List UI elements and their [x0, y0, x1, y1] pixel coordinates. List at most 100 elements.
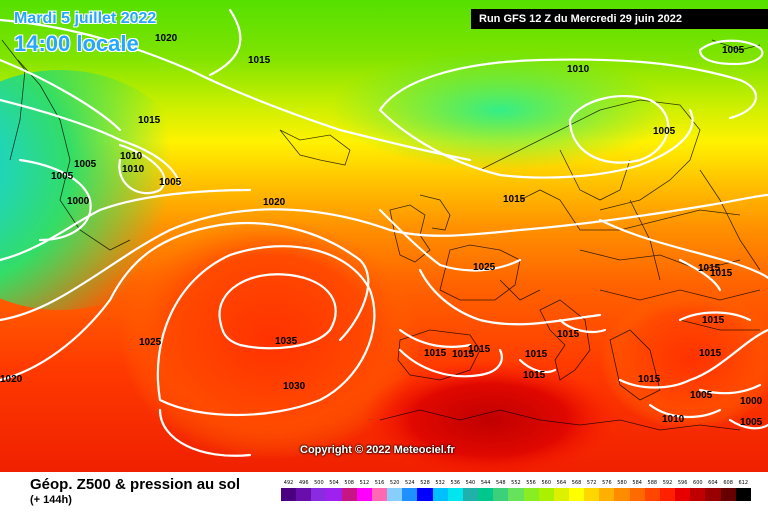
isobar-label: 1025	[473, 262, 496, 273]
scale-label: 580	[617, 480, 627, 486]
scale-label: 584	[632, 480, 642, 486]
scale-label: 608	[723, 480, 733, 486]
scale-swatch	[493, 488, 509, 501]
scale-swatch	[326, 488, 342, 501]
color-scale-bar	[281, 488, 751, 501]
isobar-label: 1015	[710, 268, 733, 279]
scale-label: 500	[314, 480, 324, 486]
scale-label: 492	[283, 480, 294, 486]
scale-swatch	[690, 488, 706, 501]
isobar-label: 1015	[138, 115, 161, 126]
isobar-label: 1015	[523, 370, 546, 381]
map-footer: Géop. Z500 & pression au sol (+ 144h) 49…	[0, 472, 768, 512]
isobar-labels: 1020 1015 1010 1005 1005 1015 1010 1010 …	[0, 33, 763, 428]
scale-label: 576	[602, 480, 612, 486]
scale-swatch	[462, 488, 479, 501]
scale-swatch	[311, 488, 327, 501]
scale-label: 508	[344, 480, 354, 486]
map-title: Géop. Z500 & pression au sol	[30, 476, 241, 493]
model-run-banner: Run GFS 12 Z du Mercredi 29 juin 2022	[471, 9, 768, 29]
scale-label: 516	[374, 480, 385, 486]
scale-label: 512	[359, 480, 370, 486]
geopotential-map: 1020 1015 1010 1005 1005 1015 1010 1010 …	[0, 0, 768, 472]
scale-swatch	[417, 488, 433, 501]
isobar-label: 1015	[638, 374, 661, 385]
isobar-label: 1015	[525, 349, 548, 360]
isobar-label: 1015	[452, 349, 475, 360]
isobar-label: 1005	[740, 417, 763, 428]
scale-label: 572	[586, 480, 597, 486]
scale-swatch	[387, 488, 403, 501]
isobar-label: 1010	[662, 414, 685, 425]
isobar-label: 1015	[702, 315, 725, 326]
scale-swatch	[538, 488, 554, 501]
north-sea-area	[330, 50, 670, 170]
scale-swatch	[720, 488, 736, 501]
scale-swatch	[735, 488, 751, 501]
scale-swatch	[341, 488, 357, 501]
scale-label: 604	[708, 480, 718, 486]
scale-swatch	[659, 488, 676, 501]
scale-swatch	[371, 488, 388, 501]
color-scale-labels: 492 496 500 504 508 512 516 520 524 528 532 536 540 5…	[281, 478, 751, 488]
balkans-heat	[600, 290, 768, 430]
scale-label: 564	[556, 480, 567, 486]
scale-swatch	[568, 488, 585, 501]
scale-label: 612	[738, 480, 749, 486]
scale-label: 568	[571, 480, 582, 486]
scale-swatch	[402, 488, 418, 501]
scale-swatch	[508, 488, 524, 501]
isobar-label: 1005	[159, 177, 182, 188]
scale-label: 524	[405, 480, 415, 486]
isobar-label: 1005	[690, 390, 713, 401]
scale-swatch	[356, 488, 372, 501]
isobar-label: 1010	[120, 151, 143, 162]
isobar-label: 1015	[468, 344, 491, 355]
isobar-label: 1035	[275, 336, 298, 347]
isobar-label: 1015	[698, 263, 721, 274]
scale-label: 600	[693, 480, 703, 486]
scale-label: 596	[677, 480, 688, 486]
scale-label: 548	[495, 480, 506, 486]
isobar-label: 1005	[653, 126, 676, 137]
scale-swatch	[478, 488, 494, 501]
isobar-label: 1030	[283, 381, 306, 392]
scale-label: 536	[450, 480, 461, 486]
isobar-label: 1000	[67, 196, 90, 207]
scale-swatch	[584, 488, 600, 501]
scale-swatch	[296, 488, 312, 501]
scale-swatch	[675, 488, 691, 501]
isobar-label: 1005	[74, 159, 97, 170]
scale-swatch	[629, 488, 645, 501]
north-africa-heat	[360, 360, 620, 472]
scale-swatch	[523, 488, 539, 501]
isobar-label: 1015	[248, 55, 271, 66]
scale-label: 528	[420, 480, 430, 486]
isobar-label: 1010	[567, 64, 590, 75]
forecast-lead-time: (+ 144h)	[30, 494, 72, 506]
scale-label: 532	[435, 480, 445, 486]
scale-label: 588	[647, 480, 658, 486]
scale-swatch	[281, 488, 297, 501]
isobar-label: 1005	[51, 171, 74, 182]
scale-swatch	[614, 488, 630, 501]
scale-swatch	[447, 488, 463, 501]
isobar-label: 1010	[122, 164, 145, 175]
isobars	[0, 8, 768, 457]
isobar-label: 1025	[139, 337, 162, 348]
isobar-label: 1020	[155, 33, 178, 44]
scale-label: 540	[465, 480, 476, 486]
color-scale-legend: 492 496 500 504 508 512 516 520 524 528 532 536 540 5…	[281, 478, 751, 501]
scale-swatch	[705, 488, 721, 501]
isobar-label: 1005	[722, 45, 745, 56]
scale-label: 556	[526, 480, 536, 486]
scale-label: 544	[480, 480, 491, 486]
scale-swatch	[432, 488, 448, 501]
isobar-label: 1020	[263, 197, 286, 208]
isobar-label: 1015	[424, 348, 447, 359]
scale-swatch	[644, 488, 660, 501]
isobar-label: 1000	[740, 396, 763, 407]
scale-label: 592	[662, 480, 673, 486]
isobar-label: 1015	[557, 329, 580, 340]
